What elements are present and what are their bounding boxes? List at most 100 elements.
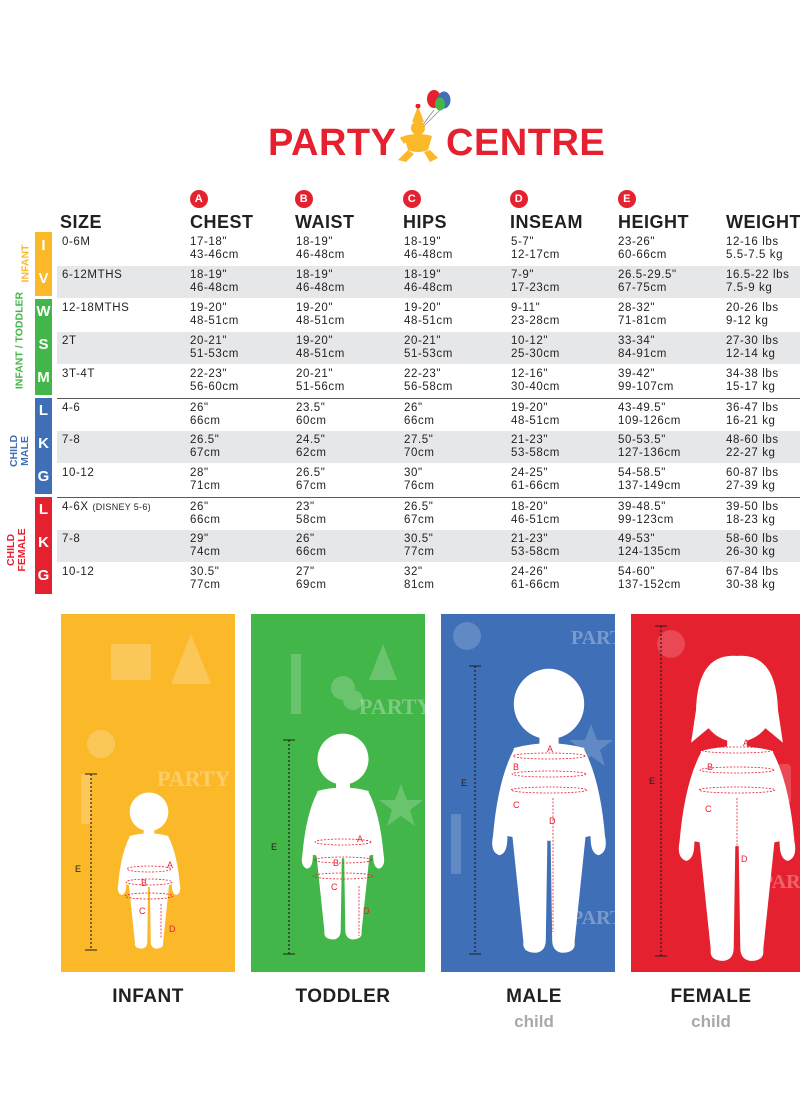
size-letter: L — [38, 402, 49, 419]
cell-weight: 16.5-22 lbs 7.5-9 kg — [726, 269, 790, 294]
table-row: 4-6X (DISNEY 5-6) 26" 66cm 23" 58cm 26.5" 67cm… — [57, 497, 800, 530]
cell-weight: 60-87 lbs 27-39 kg — [726, 467, 779, 492]
svg-text:B: B — [333, 858, 339, 868]
male-silhouette: PARTY PARTY E A B C D — [451, 622, 615, 955]
cell-waist: 24.5" 62cm — [296, 434, 327, 459]
cell-size: 12-18MTHS — [62, 302, 130, 314]
cell-weight: 36-47 lbs 16-21 kg — [726, 402, 779, 427]
cell-size: 4-6X (DISNEY 5-6) — [62, 501, 151, 513]
cell-weight: 48-60 lbs 22-27 kg — [726, 434, 779, 459]
cell-height: 39-42" 99-107cm — [618, 368, 674, 393]
bar-child-male — [35, 398, 52, 494]
cell-chest: 17-18" 43-46cm — [190, 236, 239, 261]
svg-text:PARTY: PARTY — [359, 694, 425, 719]
logo-text-centre: CENTRE — [446, 122, 606, 164]
party-decor-icon — [451, 622, 613, 874]
svg-text:A: A — [357, 834, 363, 844]
table-row: 6-12MTHS 18-19" 46-48cm 18-19" 46-48cm 18-19"… — [57, 266, 800, 298]
group-label-child-female: CHILD FEMALE — [5, 528, 28, 572]
cell-height: 33-34" 84-91cm — [618, 335, 667, 360]
cell-inseam: 24-26" 61-66cm — [511, 566, 560, 591]
cell-waist: 23.5" 60cm — [296, 402, 327, 427]
size-letter: G — [37, 468, 50, 485]
cell-waist: 19-20" 48-51cm — [296, 302, 345, 327]
cell-chest: 18-19" 46-48cm — [190, 269, 239, 294]
cell-chest: 29" 74cm — [190, 533, 221, 558]
female-silhouette: PARTY E A B C D — [649, 625, 800, 961]
cell-waist: 26.5" 67cm — [296, 467, 327, 492]
size-letter: G — [37, 567, 50, 584]
cell-hips: 30" 76cm — [404, 467, 435, 492]
cell-weight: 34-38 lbs 15-17 kg — [726, 368, 779, 393]
size-letter: K — [38, 435, 49, 452]
cell-hips: 18-19" 46-48cm — [404, 236, 453, 261]
cell-waist: 23" 58cm — [296, 501, 327, 526]
cell-size: 4-6 — [62, 402, 81, 414]
badge-c: C — [403, 190, 421, 208]
svg-text:PARTY: PARTY — [571, 627, 615, 649]
cell-size: 7-8 — [62, 434, 81, 446]
cell-size: 2T — [62, 335, 77, 347]
cell-size: 10-12 — [62, 566, 95, 578]
cell-height: 26.5-29.5" 67-75cm — [618, 269, 677, 294]
svg-text:D: D — [169, 924, 176, 934]
cell-chest: 30.5" 77cm — [190, 566, 221, 591]
svg-text:D: D — [549, 816, 556, 826]
panel-toddler: PARTY E A B C D — [251, 614, 425, 972]
cell-height: 23-26" 60-66cm — [618, 236, 667, 261]
label-toddler: TODDLER — [295, 986, 391, 1007]
label-male: MALE — [506, 986, 562, 1007]
party-decor-icon — [81, 634, 211, 824]
cell-height: 43-49.5" 109-126cm — [618, 402, 681, 427]
bar-child-female — [35, 497, 52, 594]
cell-chest: 26" 66cm — [190, 402, 221, 427]
cell-inseam: 10-12" 25-30cm — [511, 335, 560, 360]
panel-infant: PARTY E A B C D — [61, 614, 235, 972]
cell-inseam: 9-11" 23-28cm — [511, 302, 560, 327]
table-row: 7-8 29" 74cm 26" 66cm 30.5" 77cm 21-23" 53-58cm 4… — [57, 530, 800, 562]
cell-chest: 19-20" 48-51cm — [190, 302, 239, 327]
cell-height: 28-32" 71-81cm — [618, 302, 667, 327]
cell-chest: 28" 71cm — [190, 467, 221, 492]
header-chest: A CHEST — [190, 190, 254, 233]
svg-text:E: E — [649, 776, 655, 786]
svg-text:C: C — [513, 800, 520, 810]
cell-hips: 20-21" 51-53cm — [404, 335, 453, 360]
infant-silhouette: PARTY E A B C D — [75, 634, 230, 951]
panel-female: PARTY E A B C D — [631, 614, 800, 972]
svg-text:D: D — [363, 906, 370, 916]
cell-size: 10-12 — [62, 467, 95, 479]
table-row: 4-6 26" 66cm 23.5" 60cm 26" 66cm 19-20" 48-51cm 4… — [57, 398, 800, 431]
header-height: E HEIGHT — [618, 190, 689, 233]
svg-text:B: B — [141, 878, 147, 888]
balloons-icon — [421, 90, 451, 127]
cell-weight: 67-84 lbs 30-38 kg — [726, 566, 779, 591]
header-waist: B WAIST — [295, 190, 355, 233]
svg-text:C: C — [139, 906, 146, 916]
party-decor-icon — [291, 644, 423, 826]
cell-hips: 18-19" 46-48cm — [404, 269, 453, 294]
cell-chest: 26.5" 67cm — [190, 434, 221, 459]
cell-weight: 12-16 lbs 5.5-7.5 kg — [726, 236, 784, 261]
cell-inseam: 12-16" 30-40cm — [511, 368, 560, 393]
svg-text:B: B — [513, 762, 519, 772]
cell-waist: 19-20" 48-51cm — [296, 335, 345, 360]
size-letter: S — [38, 336, 49, 353]
cell-weight: 39-50 lbs 18-23 kg — [726, 501, 779, 526]
cell-height: 39-48.5" 99-123cm — [618, 501, 674, 526]
cell-waist: 27" 69cm — [296, 566, 327, 591]
size-letter: L — [38, 501, 49, 518]
logo-text-party: PARTY — [268, 122, 397, 164]
header-inseam: D INSEAM — [510, 190, 583, 233]
svg-text:D: D — [741, 854, 748, 864]
svg-text:PARTY: PARTY — [157, 766, 230, 791]
svg-text:A: A — [743, 738, 749, 748]
svg-text:B: B — [707, 762, 713, 772]
cell-height: 49-53" 124-135cm — [618, 533, 681, 558]
bar-infant-toddler — [35, 299, 52, 395]
table-row: 3T-4T 22-23" 56-60cm 20-21" 51-56cm 22-23" 56-… — [57, 365, 800, 397]
cell-chest: 22-23" 56-60cm — [190, 368, 239, 393]
cell-inseam: 21-23" 53-58cm — [511, 434, 560, 459]
sub-female: child — [691, 1012, 731, 1031]
badge-a: A — [190, 190, 208, 208]
